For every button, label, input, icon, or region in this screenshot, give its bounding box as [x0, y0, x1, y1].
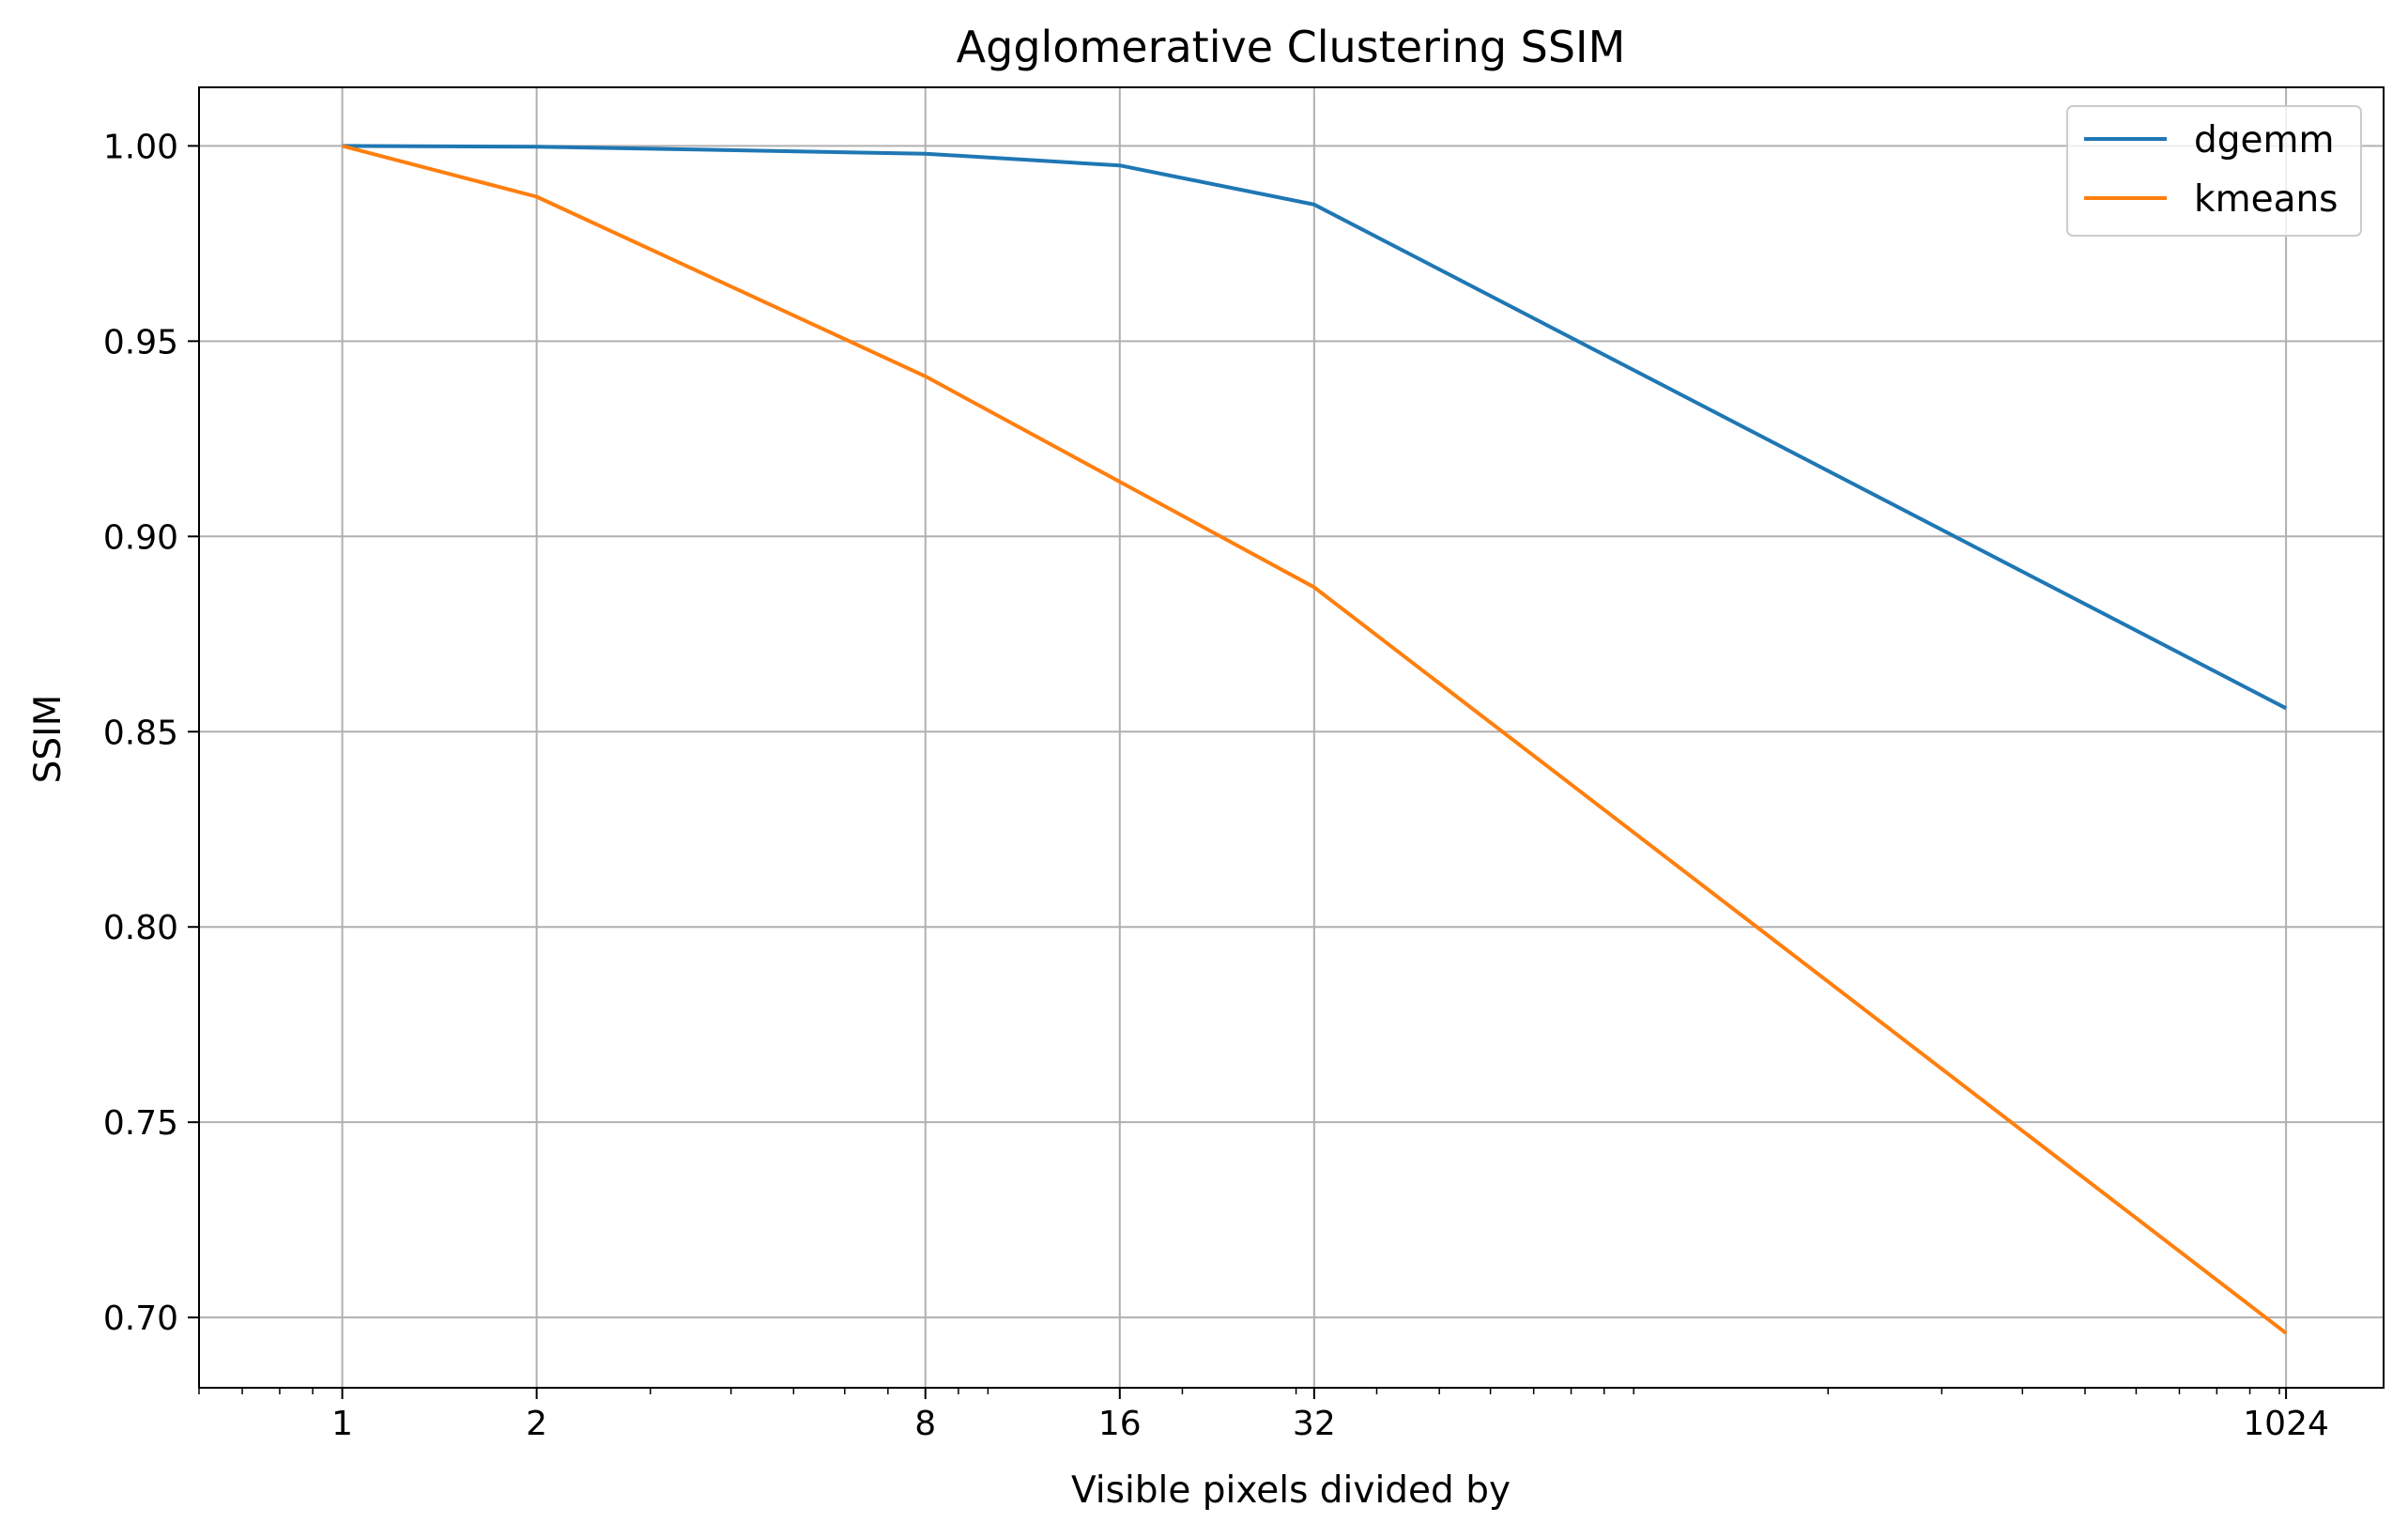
plot-frame [198, 86, 2385, 1389]
y-tick-label: 0.80 [103, 909, 178, 947]
grid [199, 87, 2384, 1388]
legend-label-dgemm: dgemm [2194, 119, 2335, 161]
axis-ticks: 1 2 8 16 32 1024 0.70 0.75 0.80 0.85 0.90 0.95 1.00 [103, 128, 2329, 1443]
y-tick-label: 1.00 [103, 128, 178, 166]
x-tick-label: 1 [331, 1405, 353, 1443]
y-tick-label: 0.75 [103, 1104, 178, 1143]
legend: dgemm kmeans [2066, 105, 2362, 237]
y-tick-label: 0.70 [103, 1300, 178, 1338]
legend-label-kmeans: kmeans [2194, 178, 2339, 221]
minor-ticks [198, 1388, 2280, 1394]
y-tick-label: 0.90 [103, 518, 178, 557]
x-axis-label: Visible pixels divided by [1071, 1469, 1511, 1512]
series-line-kmeans [342, 144, 2288, 1335]
x-tick-label: 2 [526, 1405, 547, 1443]
x-tick-label: 1024 [2243, 1405, 2329, 1443]
x-tick-label: 32 [1293, 1405, 1336, 1443]
y-tick-label: 0.95 [103, 323, 178, 361]
y-axis-label: SSIM [27, 695, 69, 784]
series-line-dgemm [342, 144, 2288, 711]
x-tick-label: 8 [914, 1405, 936, 1443]
y-tick-label: 0.85 [103, 714, 178, 752]
chart-title: Agglomerative Clustering SSIM [957, 22, 1626, 72]
x-tick-label: 16 [1098, 1405, 1142, 1443]
series-lines [342, 144, 2288, 1335]
